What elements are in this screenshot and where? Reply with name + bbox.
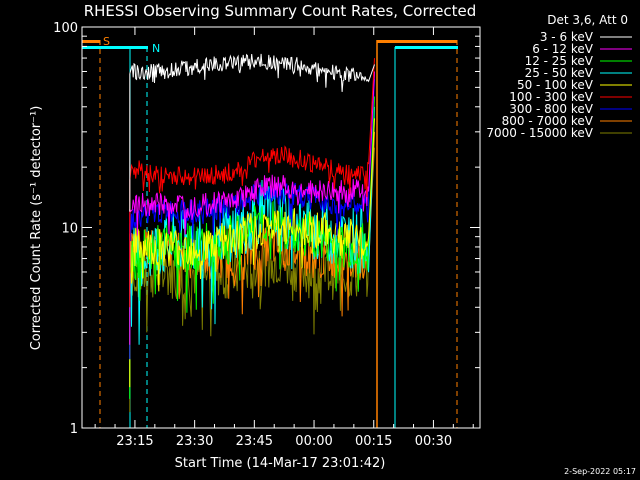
footer-date: 2-Sep-2022 05:17 bbox=[564, 467, 636, 476]
legend-label-1: 6 - 12 keV bbox=[532, 42, 594, 56]
series-line-4 bbox=[129, 118, 375, 388]
legend-title: Det 3,6, Att 0 bbox=[547, 13, 628, 27]
legend-label-2: 12 - 25 keV bbox=[525, 54, 594, 68]
legend-label-0: 3 - 6 keV bbox=[540, 30, 594, 44]
x-tick-label: 23:45 bbox=[236, 434, 273, 449]
x-axis: 23:15 23:30 23:45 00:00 00:15 00:30 bbox=[94, 27, 474, 449]
legend-label-5: 100 - 300 keV bbox=[509, 90, 593, 104]
legend-label-4: 50 - 100 keV bbox=[517, 78, 594, 92]
series-line-0 bbox=[129, 53, 375, 212]
x-tick-label: 23:30 bbox=[176, 434, 213, 449]
chart-title: RHESSI Observing Summary Count Rates, Co… bbox=[84, 2, 477, 20]
legend-label-3: 25 - 50 keV bbox=[525, 66, 594, 80]
legend-label-8: 7000 - 15000 keV bbox=[486, 126, 593, 140]
series-line-5 bbox=[129, 58, 375, 308]
x-tick-label: 00:15 bbox=[355, 434, 392, 449]
night-label: N bbox=[152, 42, 160, 55]
series-line-2 bbox=[129, 96, 375, 399]
x-tick-label: 23:15 bbox=[116, 434, 153, 449]
saa-bar-right bbox=[377, 40, 457, 43]
x-tick-label: 00:30 bbox=[415, 434, 452, 449]
series-layer bbox=[129, 53, 375, 413]
y-tick-label: 1 bbox=[70, 422, 78, 437]
legend-label-7: 800 - 7000 keV bbox=[502, 114, 594, 128]
series-line-1 bbox=[129, 71, 375, 345]
y-tick-label: 100 bbox=[53, 21, 78, 36]
legend-label-6: 300 - 800 keV bbox=[509, 102, 593, 116]
y-tick-label: 10 bbox=[61, 222, 78, 237]
night-bar-left bbox=[82, 46, 148, 49]
night-bar-right bbox=[395, 46, 458, 49]
y-axis-label: Corrected Count Rate (s⁻¹ detector⁻¹) bbox=[29, 106, 44, 351]
x-axis-label: Start Time (14-Mar-17 23:01:42) bbox=[175, 456, 386, 471]
x-tick-label: 00:00 bbox=[295, 434, 332, 449]
saa-label: S bbox=[103, 35, 110, 48]
y-axis: 1 10 100 bbox=[53, 21, 480, 437]
saa-bar-left bbox=[82, 40, 100, 43]
